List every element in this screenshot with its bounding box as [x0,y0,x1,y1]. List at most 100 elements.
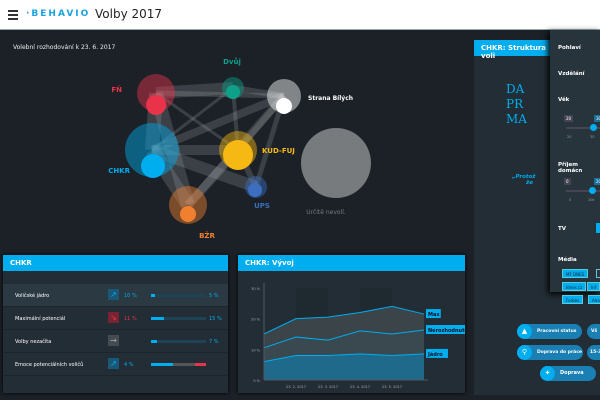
big-text: DA [506,82,525,96]
node-potential [169,186,207,224]
age-min[interactable]: 20 [564,115,574,122]
chkr-panel: CHKR Voličské jádro ↗ 10 % 5 % Maximální … [3,255,228,393]
series-label: Max [428,312,440,318]
pill-label: Doprava [560,370,584,376]
series-label-bg [426,309,441,319]
panel-title: CHKR: Vývoj [238,255,465,271]
quote: „Protož [512,174,536,180]
filter-education[interactable]: Vzdělání [558,71,585,77]
pill-label: 15-30 [590,350,600,355]
quote-cont: že [526,180,533,186]
tv-toggle[interactable] [596,223,600,233]
y-tick-label: 0 % [253,379,260,383]
tick: 20 [567,135,572,139]
node-core [248,183,262,197]
node-label[interactable]: BŽR [199,231,215,240]
node-core [276,98,292,114]
node-label[interactable]: UPS [254,202,270,210]
row-value: 5 % [209,293,219,299]
filter-tv: TV [558,226,567,232]
transport-button[interactable]: ✦ Doprava [540,366,596,381]
node-core [141,154,165,178]
tick: 30 [590,135,595,139]
media-chip[interactable]: Idnes.cz [562,282,587,291]
row-label: Voličské jádro [15,293,50,299]
logo: ·BEHAVIO [26,9,91,19]
age-slider[interactable] [566,127,600,129]
trend-up-icon: ↗ [108,358,119,369]
big-text: MA [506,112,527,126]
media-chip[interactable]: Forbes [562,295,584,304]
trend-down-icon: ↘ [108,312,119,323]
row-label: Maximální potenciál [15,316,66,322]
row-label: Emoce potenciálních voličů [15,362,84,368]
x-tick-label: 23. 2. 2017 [286,385,306,389]
node-label[interactable]: FŇ [111,85,122,94]
table-row[interactable]: Emoce potenciálních voličů ↗ 4 % [3,353,228,376]
work-status-button[interactable]: ▲ Pracovní status [517,324,582,339]
tick: 20k [588,198,595,202]
node-label[interactable]: KUD-FUJ [262,147,295,155]
table-row[interactable]: Volby nezačíta → 7 % [3,330,228,353]
node-label: Určitě nevolí. [306,209,346,216]
education-button[interactable]: Vš [587,324,600,339]
graduation-cap-icon: ▲ [517,324,532,339]
media-chip[interactable]: MF DNES [562,269,589,278]
media-chip[interactable]: Inf [587,282,600,291]
pill-label: Doprava do práce [537,350,582,355]
network-edge [151,86,234,152]
income-min[interactable]: 0 [564,178,571,185]
income-slider-handle[interactable] [589,187,596,194]
tick: 0 [569,198,572,202]
party-network: FŇ Dvůj Strana Bílých CHKR KUD-FUJ UPS BŽR Urči… [108,57,371,240]
media-chip[interactable]: Aha [588,295,600,304]
table-row[interactable]: Voličské jádro ↗ 10 % 5 % [3,284,228,307]
node-potential [267,79,301,113]
node-label[interactable]: Dvůj [223,57,241,66]
age-max[interactable]: 30 [594,115,600,122]
page-subtitle: Volební rozhodování k 23. 6. 2017 [13,44,116,51]
income-max[interactable]: 20 [594,178,600,185]
row-value: 7 % [209,339,219,345]
y-tick-label: 30 % [251,287,261,291]
commute-button[interactable]: ⚲ Doprava do práce [517,345,583,360]
filter-age: Věk [558,97,570,103]
y-tick-label: 10 % [251,348,261,352]
panel-title: CHKR: Struktura voli [474,40,554,60]
network-edge [232,85,285,99]
filter-media: Média [558,257,577,263]
series-line [263,353,425,363]
age-slider-handle[interactable] [590,124,597,131]
app-title: Volby 2017 [95,7,163,21]
series-label-bg [426,325,465,335]
filter-income: Příjem domácn [558,162,583,174]
network-edge [150,92,286,154]
pill-label: Pracovní status [537,329,577,334]
value-bar [151,317,206,320]
node-potential [125,123,179,177]
x-tick-label: 23. 5. 2017 [382,385,402,389]
trend-flat-icon: → [108,335,119,346]
node-nonvoters [301,128,371,198]
series-line [263,305,425,335]
hamburger-menu-icon[interactable] [8,10,18,22]
series-label: Nerozhodnuto [428,328,465,334]
table-row[interactable]: Maximální potenciál ↘ 11 % 15 % [3,307,228,330]
time-button[interactable]: 15-30 [587,345,600,360]
app-header: ·BEHAVIO Volby 2017 [0,0,600,30]
network-edge [155,90,285,99]
series-label: Jádro [427,351,443,358]
filter-gender[interactable]: Pohlaví [558,45,581,51]
row-label: Volby nezačíta [15,339,52,345]
node-label[interactable]: CHKR [108,167,130,175]
big-text: PR [506,97,524,111]
pill-label: Vš [591,329,598,334]
media-chip[interactable] [596,269,600,278]
node-core [146,95,166,115]
series-label-bg [426,348,448,358]
node-label[interactable]: Strana Bílých [308,95,353,102]
income-slider[interactable] [566,190,600,192]
panel-title: CHKR [3,255,228,271]
change-value: 11 % [124,316,137,322]
network-edge [149,144,259,193]
